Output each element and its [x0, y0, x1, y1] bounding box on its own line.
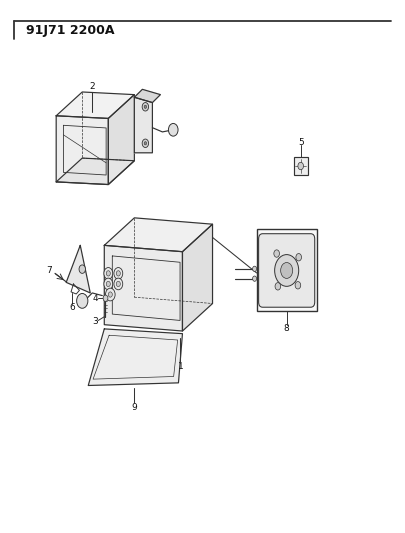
Text: 8: 8: [284, 325, 290, 334]
Circle shape: [144, 142, 147, 145]
FancyBboxPatch shape: [259, 233, 315, 307]
Circle shape: [106, 281, 110, 287]
Circle shape: [103, 295, 108, 301]
Circle shape: [104, 278, 113, 290]
Polygon shape: [134, 90, 160, 102]
Circle shape: [298, 163, 303, 169]
Circle shape: [253, 266, 257, 271]
Circle shape: [144, 105, 147, 108]
Text: 6: 6: [69, 303, 75, 312]
Circle shape: [296, 254, 301, 261]
Text: 2: 2: [90, 82, 95, 91]
Text: 9: 9: [132, 402, 137, 411]
Polygon shape: [183, 224, 213, 331]
Circle shape: [114, 268, 123, 279]
Circle shape: [77, 294, 88, 308]
Polygon shape: [88, 329, 183, 385]
Circle shape: [295, 281, 301, 289]
Polygon shape: [104, 218, 213, 252]
Circle shape: [281, 263, 293, 278]
Polygon shape: [104, 245, 183, 331]
Circle shape: [106, 271, 110, 276]
Text: 4: 4: [92, 294, 98, 303]
Text: 3: 3: [92, 317, 98, 326]
Circle shape: [274, 250, 279, 257]
Circle shape: [114, 278, 123, 290]
Circle shape: [116, 271, 120, 276]
Polygon shape: [56, 116, 108, 184]
Circle shape: [116, 281, 120, 287]
Circle shape: [142, 102, 149, 111]
Polygon shape: [134, 98, 152, 153]
Circle shape: [275, 255, 299, 286]
Polygon shape: [108, 95, 134, 184]
Circle shape: [142, 139, 149, 148]
Circle shape: [104, 268, 113, 279]
Polygon shape: [66, 245, 90, 293]
Circle shape: [253, 276, 257, 281]
Text: 91J71 2200A: 91J71 2200A: [26, 25, 115, 37]
Polygon shape: [56, 92, 134, 118]
Polygon shape: [56, 158, 134, 184]
Text: 7: 7: [47, 266, 52, 275]
Circle shape: [168, 124, 178, 136]
Circle shape: [275, 282, 281, 290]
Circle shape: [79, 265, 85, 273]
Text: 1: 1: [177, 362, 183, 372]
Bar: [294, 157, 307, 175]
Text: 5: 5: [298, 138, 304, 147]
Bar: [257, 230, 317, 311]
Circle shape: [108, 292, 112, 297]
Circle shape: [105, 288, 115, 301]
